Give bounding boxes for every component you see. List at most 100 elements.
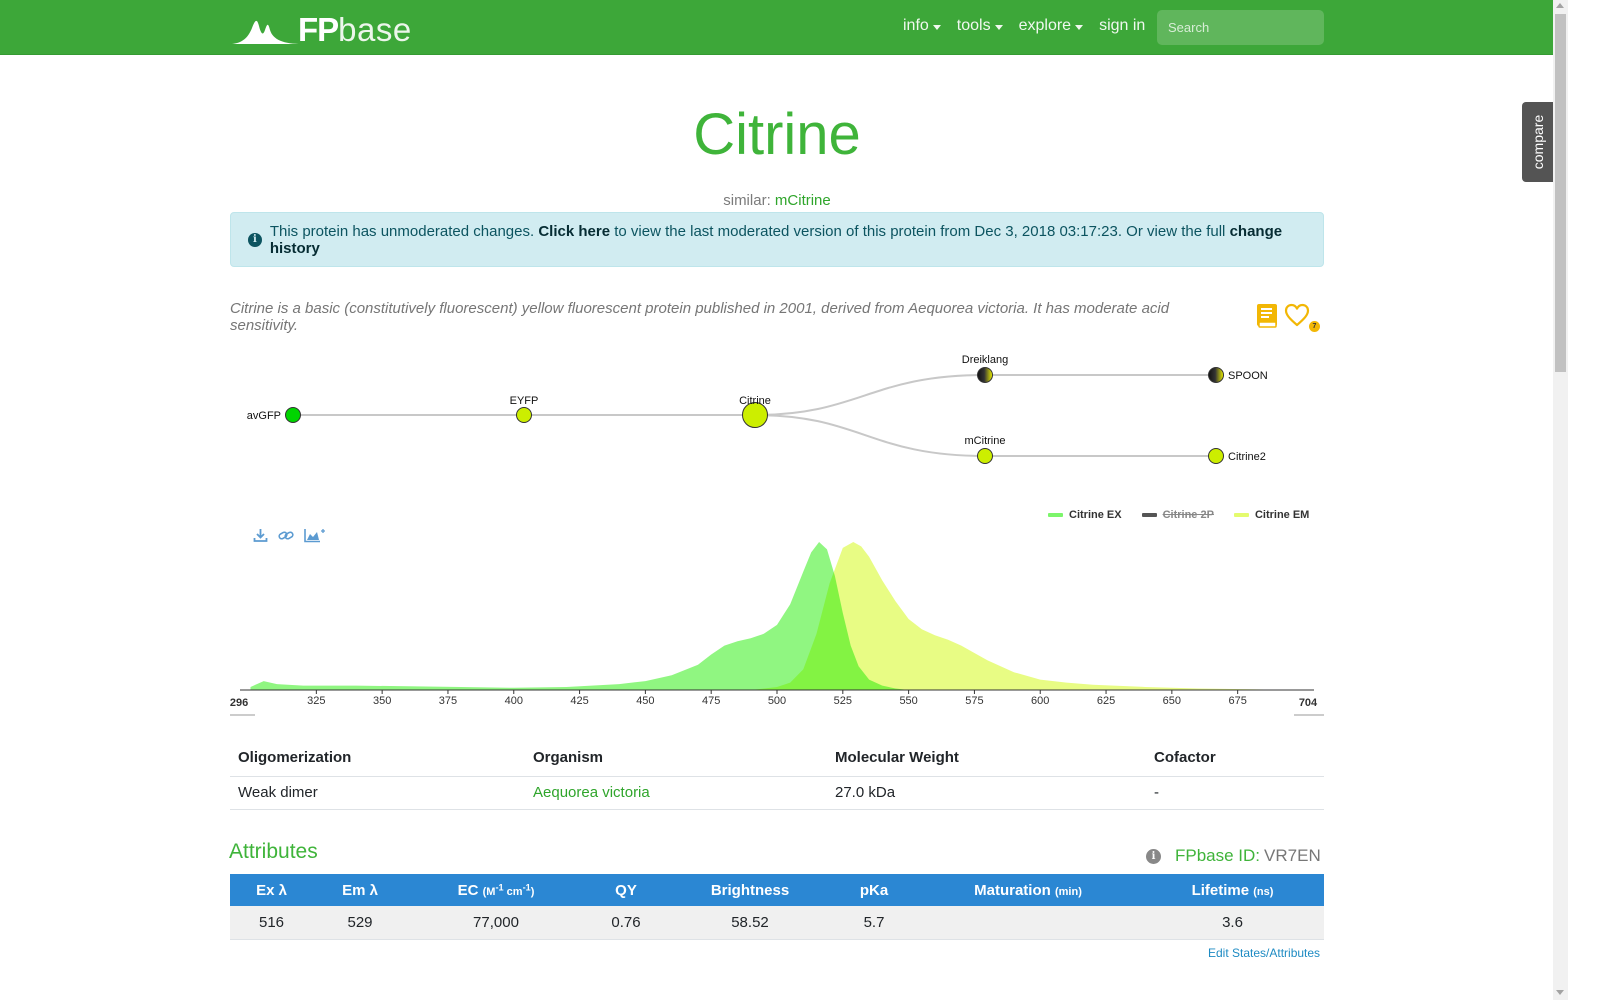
lineage-label-dreiklang: Dreiklang — [962, 354, 1008, 366]
header-lifetime-label: Lifetime — [1191, 881, 1250, 899]
nav-tools-label: tools — [956, 17, 991, 34]
favorite-count-badge: 7 — [1309, 321, 1320, 332]
logo-spectrum-icon — [232, 20, 302, 44]
lineage-label-citrine2: Citrine2 — [1228, 451, 1266, 463]
legend-citrine-2p[interactable]: Citrine 2P — [1141, 509, 1214, 521]
organism-link[interactable]: Aequorea victoria — [533, 784, 650, 801]
nav-sign-in[interactable]: sign in — [1099, 17, 1145, 35]
spectra-chart[interactable]: 325 350 375 400 425 450 475 500 525 550 575 600 625 6… — [230, 530, 1324, 720]
header-maturation: Maturation (min) — [915, 874, 1141, 906]
lineage-link — [754, 374, 1216, 416]
fpbase-logo[interactable]: FP base — [232, 10, 412, 46]
x-tick-label: 475 — [702, 695, 720, 707]
header-ex-label: Ex λ — [256, 881, 287, 899]
change-history-link[interactable]: change history — [269, 222, 1283, 257]
link-icon[interactable] — [278, 528, 294, 547]
header-lifetime: Lifetime (ns) — [1141, 874, 1324, 906]
add-chart-icon[interactable] — [304, 528, 326, 547]
x-tick-label: 325 — [307, 695, 325, 707]
ex-value: 516 — [230, 906, 313, 940]
x-tick-label: 500 — [768, 695, 786, 707]
lifetime-value: 3.6 — [1141, 906, 1324, 940]
header-qy-label: QY — [615, 881, 637, 899]
fpbase-id-value: VR7EN — [1264, 846, 1321, 865]
alert-text: This protein has unmoderated changes. Cl… — [270, 223, 1323, 257]
scrollbar-thumb[interactable] — [1555, 14, 1566, 372]
header-brightness: Brightness — [667, 874, 833, 906]
nav-explore[interactable]: explore — [1018, 17, 1084, 35]
nav-tools[interactable]: tools — [957, 17, 1003, 35]
spectrum-area-citrine-ex — [250, 542, 909, 690]
header-ex: Ex λ — [230, 874, 313, 906]
protein-description: Citrine is a basic (constitutively fluor… — [230, 300, 1170, 334]
logo-fp-text: FP — [298, 11, 339, 48]
attributes-heading: Attributes — [229, 840, 318, 863]
lineage-label-avgfp: avGFP — [247, 410, 281, 422]
header-molecular-weight: Molecular Weight — [827, 740, 1146, 777]
lineage-node-spoon[interactable]: SPOON — [1208, 367, 1268, 383]
x-tick-label: 600 — [1031, 695, 1049, 707]
book-icon[interactable] — [1256, 303, 1278, 333]
legend-swatch — [1233, 513, 1249, 517]
lineage-label-spoon: SPOON — [1228, 370, 1268, 382]
header-ec-unit: (M-1 cm-1) — [482, 881, 535, 898]
header-brightness-label: Brightness — [710, 881, 790, 899]
nav-sign-in-label: sign in — [1099, 17, 1146, 34]
organism-cell: Aequorea victoria — [525, 776, 827, 810]
unmoderated-alert: i This protein has unmoderated changes. … — [230, 212, 1324, 267]
ec-value: 77,000 — [407, 906, 585, 940]
oligomerization-value: Weak dimer — [230, 776, 525, 810]
download-icon[interactable] — [253, 528, 268, 547]
scroll-down-icon[interactable] — [1556, 990, 1564, 995]
pka-value: 5.7 — [833, 906, 915, 940]
nav-menu: info tools explore sign in — [903, 17, 1161, 35]
lineage-node-avgfp[interactable]: avGFP — [247, 407, 301, 423]
info-icon[interactable]: i — [1146, 848, 1161, 864]
header-em-label: Em λ — [342, 881, 378, 899]
attributes-row: 516 529 77,000 0.76 58.52 5.7 3.6 — [230, 906, 1324, 940]
lineage-node-dreiklang[interactable]: Dreiklang — [962, 354, 1008, 383]
lineage-node-citrine2[interactable]: Citrine2 — [1208, 448, 1266, 464]
lineage-node-mcitrine[interactable]: mCitrine — [965, 435, 1006, 464]
x-tick-label: 450 — [636, 695, 654, 707]
nav-info[interactable]: info — [903, 17, 941, 35]
caret-down-icon — [932, 24, 941, 30]
x-range-min[interactable]: 296 — [230, 697, 255, 716]
scroll-up-icon[interactable] — [1556, 3, 1564, 8]
info-header-row: Oligomerization Organism Molecular Weigh… — [230, 740, 1324, 777]
x-tick-label: 550 — [899, 695, 917, 707]
x-tick-label: 375 — [439, 695, 457, 707]
click-here-link[interactable]: Click here — [538, 222, 611, 240]
x-max-label: 704 — [1299, 697, 1318, 709]
lineage-node-eyfp[interactable]: EYFP — [510, 395, 539, 423]
alert-text-2: to view the last moderated version of th… — [614, 222, 1226, 240]
fpbase-id-label: FPbase ID: — [1175, 846, 1261, 865]
lineage-tree: avGFP EYFP Citrine Dreiklang SPOON mCitr… — [247, 354, 1268, 464]
edit-states-link[interactable]: Edit States/Attributes — [1208, 946, 1321, 960]
lineage-node-citrine[interactable]: Citrine — [739, 395, 771, 428]
header-qy: QY — [585, 874, 667, 906]
qy-value: 0.76 — [585, 906, 667, 940]
similar-label: similar: — [723, 192, 771, 209]
header-lifetime-unit: (ns) — [1253, 885, 1274, 898]
caret-down-icon — [1075, 24, 1084, 30]
legend-citrine-ex[interactable]: Citrine EX — [1048, 509, 1122, 521]
x-range-max[interactable]: 704 — [1294, 697, 1324, 716]
protein-info-table: Oligomerization Organism Molecular Weigh… — [230, 740, 1324, 810]
compare-tab[interactable]: compare — [1522, 102, 1553, 182]
legend-citrine-em[interactable]: Citrine EM — [1233, 509, 1309, 521]
logo-base-text: base — [338, 11, 412, 48]
nav-explore-label: explore — [1018, 17, 1072, 34]
search-input[interactable] — [1157, 10, 1324, 45]
favorite-heart-icon[interactable] — [1284, 303, 1310, 331]
x-tick-label: 625 — [1097, 695, 1115, 707]
header-pka: pKa — [833, 874, 915, 906]
x-tick-label: 650 — [1163, 695, 1181, 707]
header-ec-label: EC — [457, 881, 479, 899]
header-maturation-label: Maturation — [974, 881, 1051, 899]
compare-label: compare — [1529, 114, 1546, 170]
info-row: Weak dimer Aequorea victoria 27.0 kDa - — [230, 776, 1324, 810]
page-scrollbar[interactable] — [1553, 0, 1568, 1000]
similar-link-mcitrine[interactable]: mCitrine — [774, 192, 831, 209]
lineage-label-mcitrine: mCitrine — [965, 435, 1006, 447]
